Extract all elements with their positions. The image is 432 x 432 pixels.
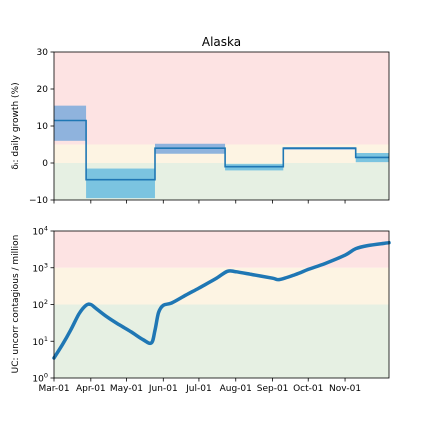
contagious-y-tick-label: 102 bbox=[32, 298, 48, 311]
growth-band-1 bbox=[86, 168, 155, 199]
contagious-y-tick-label: 104 bbox=[32, 225, 48, 238]
x-tick-label: Apr-01 bbox=[76, 384, 106, 394]
contagious-panel: 100 101 102 103 104 Mar-01 Apr-01 May-01 Jun-01… bbox=[11, 225, 391, 394]
contagious-y-axis-label: UC: uncorr contagious / million bbox=[11, 235, 21, 374]
chart-title: Alaska bbox=[202, 35, 241, 49]
growth-y-tick-label: 10 bbox=[37, 122, 49, 132]
growth-y-tick-label: 30 bbox=[37, 48, 49, 58]
x-tick-label: Aug-01 bbox=[220, 384, 252, 394]
contagious-zones bbox=[54, 231, 389, 378]
growth-y-tick-label: 0 bbox=[42, 159, 48, 169]
contagious-y-tick-label: 103 bbox=[32, 261, 48, 274]
contagious-x-ticks: Mar-01 Apr-01 May-01 Jun-01 Jul-01 Aug-01 Sep-… bbox=[38, 378, 361, 394]
x-tick-label: Nov-01 bbox=[329, 384, 361, 394]
growth-panel: −10 0 10 20 30 Alaska δᵢ: daily growth (%) bbox=[11, 35, 390, 206]
contagious-y-tick-label: 101 bbox=[32, 335, 48, 348]
x-tick-label: Jul-01 bbox=[185, 384, 212, 394]
contagious-y-ticks: 100 101 102 103 104 bbox=[32, 225, 54, 385]
x-tick-label: Sep-01 bbox=[257, 384, 289, 394]
growth-step-line bbox=[54, 119, 389, 181]
growth-band-0 bbox=[54, 105, 87, 141]
x-tick-label: Jun-01 bbox=[148, 384, 178, 394]
x-tick-label: Oct-01 bbox=[293, 384, 323, 394]
growth-y-tick-label: −10 bbox=[29, 196, 48, 206]
growth-x-ticks bbox=[53, 200, 346, 204]
growth-y-tick-label: 20 bbox=[37, 85, 49, 95]
growth-y-ticks: −10 0 10 20 30 bbox=[29, 48, 54, 206]
contagious-y-tick-label: 100 bbox=[32, 372, 48, 385]
contagious-series-line bbox=[52, 240, 391, 360]
x-tick-label: Mar-01 bbox=[38, 384, 69, 394]
contagious-zone-0 bbox=[54, 231, 389, 268]
growth-zone-0 bbox=[54, 52, 389, 145]
growth-y-axis-label: δᵢ: daily growth (%) bbox=[11, 82, 21, 169]
x-tick-label: May-01 bbox=[110, 384, 143, 394]
